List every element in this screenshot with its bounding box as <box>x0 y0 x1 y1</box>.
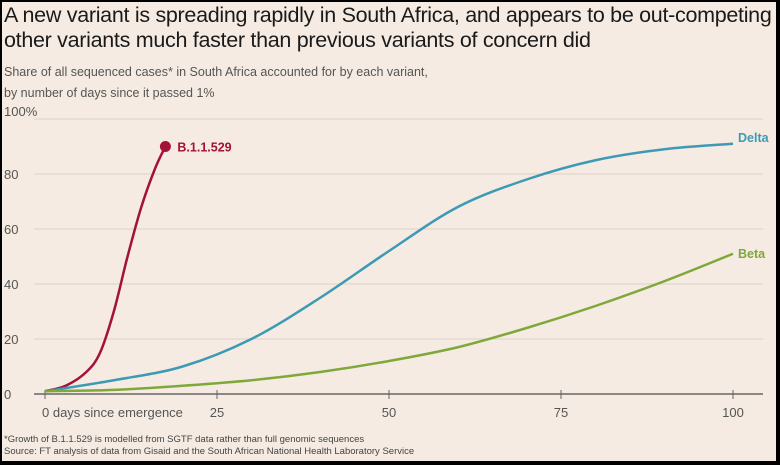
x-tick-label: 75 <box>554 405 568 420</box>
series-line-beta <box>44 252 734 393</box>
subtitle-line-2: by number of days since it passed 1% <box>4 86 215 100</box>
y-tick-label: 40 <box>4 277 18 292</box>
chart-title: A new variant is spreading rapidly in So… <box>4 3 772 52</box>
y-tick-label: 100% <box>4 104 38 119</box>
y-tick-label: 60 <box>4 222 18 237</box>
footnote: *Growth of B.1.1.529 is modelled from SG… <box>4 434 365 445</box>
y-tick-label: 80 <box>4 167 18 182</box>
source: Source: FT analysis of data from Gisaid … <box>4 446 415 457</box>
line-chart: 0 20 40 60 80 100% 0 days since emergence 25 50 7… <box>4 104 770 420</box>
chart-frame: A new variant is spreading rapidly in So… <box>2 2 776 461</box>
series-label: Delta <box>738 131 770 145</box>
series-end-marker <box>159 141 171 152</box>
x-tick-label: 0 days since emergence <box>42 405 183 420</box>
subtitle-line-1: Share of all sequenced cases* in South A… <box>4 65 428 79</box>
y-tick-label: 0 <box>4 387 11 402</box>
series-line-delta <box>44 142 734 393</box>
x-tick-label: 100 <box>722 405 744 420</box>
y-tick-label: 20 <box>4 332 18 347</box>
series-line-b11529 <box>44 145 167 393</box>
x-tick-label: 25 <box>210 405 224 420</box>
x-tick-label: 50 <box>382 405 396 420</box>
series-label: Beta <box>738 247 766 261</box>
series-label: B.1.1.529 <box>177 141 231 155</box>
chart-subtitle: Share of all sequenced cases* in South A… <box>4 62 428 104</box>
